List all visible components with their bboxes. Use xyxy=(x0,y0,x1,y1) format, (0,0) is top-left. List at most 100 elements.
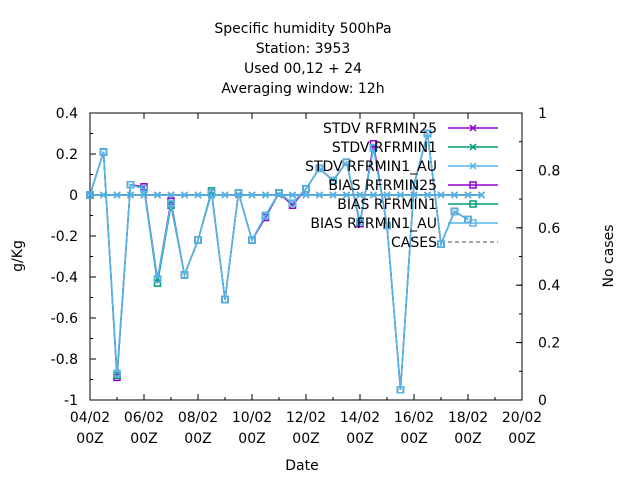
data-point xyxy=(180,271,189,279)
y2-tick-label: 0.8 xyxy=(538,163,560,179)
axes xyxy=(89,112,523,401)
x-tick-label-date: 10/02 xyxy=(232,410,272,426)
legend-marker xyxy=(469,219,477,227)
tick-labels: 0.40.20-0.2-0.4-0.6-0.8-110.80.60.40.200… xyxy=(51,106,561,447)
y2-axis-label: No cases xyxy=(601,225,617,288)
data-point xyxy=(437,191,445,199)
legend-marker xyxy=(469,143,477,151)
legend: STDV RFRMIN25 STDV RFRMIN1 STDV RFRMIN1_AU… xyxy=(305,121,498,251)
series-lines xyxy=(86,129,486,394)
legend-marker xyxy=(469,200,477,208)
y2-tick-label: 1 xyxy=(538,106,547,122)
data-point xyxy=(369,144,378,152)
data-point xyxy=(113,191,121,199)
data-point xyxy=(315,164,324,173)
data-point xyxy=(248,191,256,199)
x-tick-label-date: 04/02 xyxy=(70,410,110,426)
legend-label: CASES xyxy=(391,235,437,251)
legend-label: STDV RFRMIN25 xyxy=(323,121,437,137)
x-tick-label-date: 18/02 xyxy=(448,410,488,426)
title-line: Station: 3953 xyxy=(256,41,351,57)
y-tick-label: -0.6 xyxy=(51,311,78,327)
chart-title: Specific humidity 500hPa Station: 3953 Use… xyxy=(214,21,391,97)
data-point xyxy=(167,191,175,199)
y-tick-label: -0.4 xyxy=(51,270,78,286)
data-point xyxy=(180,191,189,199)
data-point xyxy=(329,191,337,199)
y2-tick-label: 0 xyxy=(538,393,547,409)
data-point xyxy=(207,189,216,197)
y2-tick-label: 0.6 xyxy=(538,221,560,237)
data-point xyxy=(288,191,297,199)
data-point xyxy=(194,236,202,244)
data-point xyxy=(86,191,94,199)
x-tick-label-time: 00Z xyxy=(400,431,427,447)
x-tick-label-date: 12/02 xyxy=(286,410,326,426)
data-point xyxy=(342,158,351,166)
data-point xyxy=(437,240,445,248)
data-point xyxy=(221,191,229,199)
y-tick-label: -0.2 xyxy=(51,229,78,245)
x-tick-label-time: 00Z xyxy=(292,431,319,447)
x-tick-label-date: 06/02 xyxy=(124,410,164,426)
legend-label: STDV RFRMIN1_AU xyxy=(305,159,437,175)
y-tick-label: 0.2 xyxy=(56,147,78,163)
x-tick-label-time: 00Z xyxy=(184,431,211,447)
legend-marker xyxy=(469,124,477,132)
data-point xyxy=(315,191,324,199)
data-point xyxy=(153,275,162,283)
x-tick-label-time: 00Z xyxy=(454,431,481,447)
data-point xyxy=(113,369,121,378)
legend-label: BIAS RFRMIN1 xyxy=(337,197,437,213)
data-point xyxy=(234,189,243,197)
y-tick-label: -0.8 xyxy=(51,352,78,368)
legend-label: STDV RFRMIN1 xyxy=(332,140,437,156)
data-point xyxy=(423,129,432,138)
data-point xyxy=(423,191,432,199)
legend-label: BIAS RFRMIN25 xyxy=(328,178,437,194)
legend-marker xyxy=(469,181,477,189)
data-point xyxy=(194,191,202,199)
data-point xyxy=(302,185,310,193)
data-point xyxy=(248,236,256,244)
data-point xyxy=(369,191,378,199)
data-point xyxy=(126,181,135,189)
data-point xyxy=(140,185,148,193)
data-point xyxy=(356,217,364,226)
x-tick-label-time: 00Z xyxy=(346,431,373,447)
data-point xyxy=(450,191,459,199)
x-tick-label-time: 00Z xyxy=(130,431,157,447)
legend-marker xyxy=(469,162,477,170)
data-point xyxy=(288,199,297,207)
x-tick-label-time: 00Z xyxy=(508,431,535,447)
y2-tick-label: 0.2 xyxy=(538,336,560,352)
x-tick-label-date: 16/02 xyxy=(394,410,434,426)
title-line: Used 00,12 + 24 xyxy=(244,61,362,77)
data-point xyxy=(261,191,270,199)
data-point xyxy=(342,191,351,199)
x-tick-label-date: 08/02 xyxy=(178,410,218,426)
data-point xyxy=(464,191,472,199)
data-point xyxy=(153,191,162,199)
data-point xyxy=(410,181,418,189)
data-point xyxy=(153,279,162,287)
x-axis-label: Date xyxy=(285,458,318,474)
data-point xyxy=(383,191,391,199)
data-point xyxy=(167,199,175,207)
y-tick-label: -1 xyxy=(64,393,78,409)
y-tick-label: 0.4 xyxy=(56,106,78,122)
data-point xyxy=(477,191,486,199)
data-point xyxy=(275,189,283,197)
data-point xyxy=(369,140,378,148)
x-tick-label-time: 00Z xyxy=(76,431,103,447)
series-line xyxy=(89,133,469,390)
data-point xyxy=(396,191,405,199)
data-point xyxy=(261,211,270,220)
y-axis-label: g/Kg xyxy=(10,240,26,272)
data-point xyxy=(302,191,310,199)
data-point xyxy=(221,295,229,304)
x-tick-label-time: 00Z xyxy=(238,431,265,447)
data-point xyxy=(396,386,405,394)
data-point xyxy=(383,222,391,230)
data-point xyxy=(356,191,364,199)
